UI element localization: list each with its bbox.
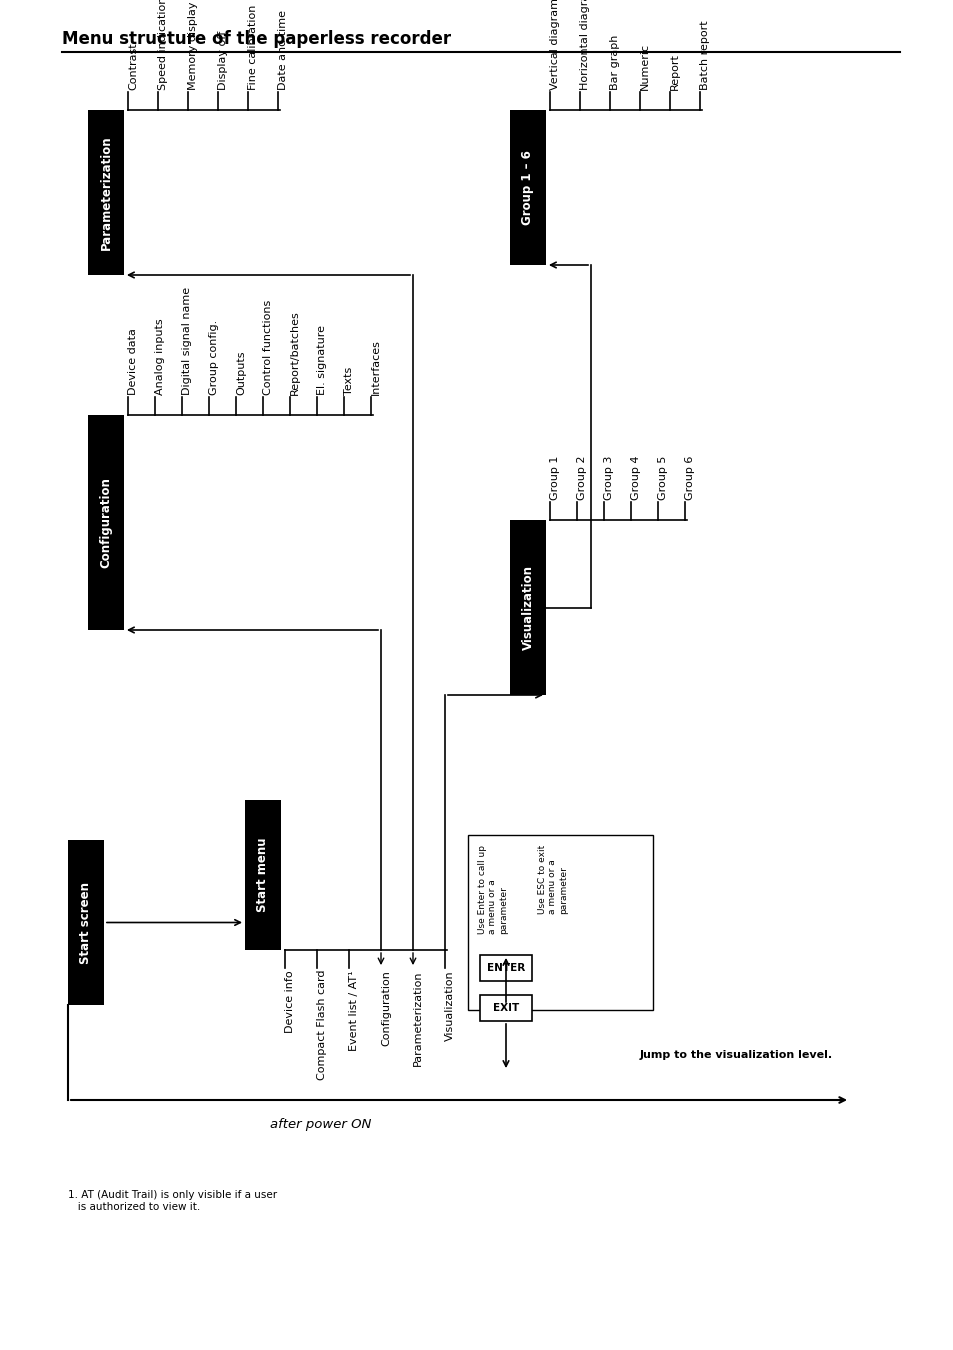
Text: Analog inputs: Analog inputs: [154, 319, 165, 396]
Text: Device data: Device data: [128, 328, 138, 396]
Text: Digital signal name: Digital signal name: [182, 288, 192, 396]
Text: Start screen: Start screen: [79, 882, 92, 964]
Text: Horizontal diagram: Horizontal diagram: [579, 0, 589, 90]
Text: Device info: Device info: [285, 971, 294, 1033]
Text: Menu structure of the paperless recorder: Menu structure of the paperless recorder: [62, 30, 451, 49]
Bar: [479, 954, 532, 981]
Text: Group 4: Group 4: [630, 455, 640, 500]
Bar: [468, 836, 652, 1010]
Text: Outputs: Outputs: [235, 351, 246, 396]
Text: Speed indication: Speed indication: [158, 0, 168, 90]
Text: Parameterization: Parameterization: [99, 135, 112, 250]
Text: Contrast: Contrast: [128, 42, 138, 90]
Text: Vertical diagram: Vertical diagram: [550, 0, 559, 90]
Text: Jump to the visualization level.: Jump to the visualization level.: [639, 1050, 832, 1060]
Text: Report: Report: [669, 53, 679, 90]
Text: Visualization: Visualization: [521, 566, 534, 649]
Text: Configuration: Configuration: [99, 477, 112, 568]
Text: Compact Flash card: Compact Flash card: [316, 971, 327, 1080]
Text: Batch report: Batch report: [700, 20, 709, 90]
Text: after power ON: after power ON: [270, 1118, 371, 1131]
Text: Start menu: Start menu: [256, 838, 269, 913]
Bar: [88, 109, 124, 275]
Text: Fine calibration: Fine calibration: [248, 4, 257, 90]
Text: Group 6: Group 6: [684, 456, 695, 500]
Text: Group 3: Group 3: [603, 456, 614, 500]
Text: Control functions: Control functions: [263, 300, 273, 396]
Bar: [510, 520, 545, 695]
Text: ENTER: ENTER: [486, 963, 524, 973]
Text: Interfaces: Interfaces: [371, 339, 380, 396]
Text: Display off: Display off: [218, 31, 228, 90]
Text: 1. AT (Audit Trail) is only visible if a user
   is authorized to view it.: 1. AT (Audit Trail) is only visible if a…: [68, 1189, 276, 1211]
Text: Use ESC to exit
a menu or a
parameter: Use ESC to exit a menu or a parameter: [537, 845, 567, 914]
Bar: [245, 801, 281, 950]
Bar: [479, 995, 532, 1021]
Text: Configuration: Configuration: [380, 971, 391, 1046]
Text: Group config.: Group config.: [209, 320, 219, 396]
Text: Event list / AT¹: Event list / AT¹: [349, 971, 358, 1050]
Text: Group 1: Group 1: [550, 456, 559, 500]
Text: Date and time: Date and time: [277, 9, 288, 90]
Text: Parameterization: Parameterization: [413, 971, 422, 1065]
Text: Visualization: Visualization: [444, 971, 455, 1041]
Text: Group 5: Group 5: [658, 456, 667, 500]
Text: Memory display: Memory display: [188, 1, 198, 90]
Text: Report/batches: Report/batches: [290, 310, 299, 396]
Bar: [510, 109, 545, 265]
Text: El. signature: El. signature: [316, 325, 327, 396]
Text: Texts: Texts: [344, 367, 354, 396]
Bar: [68, 840, 104, 1004]
Text: Bar graph: Bar graph: [609, 35, 619, 90]
Bar: [88, 414, 124, 630]
Text: Group 1 – 6: Group 1 – 6: [521, 150, 534, 225]
Text: Group 2: Group 2: [577, 455, 586, 500]
Text: Use Enter to call up
a menu or a
parameter: Use Enter to call up a menu or a paramet…: [477, 845, 507, 934]
Text: Numeric: Numeric: [639, 43, 649, 90]
Text: EXIT: EXIT: [493, 1003, 518, 1012]
